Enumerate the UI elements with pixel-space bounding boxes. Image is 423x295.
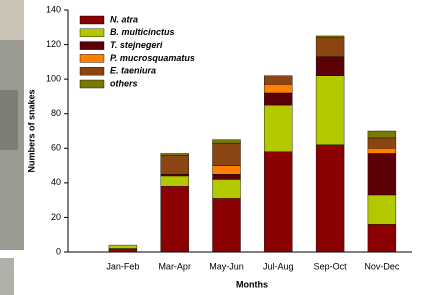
x-tick-label: Sep-Oct: [314, 261, 348, 271]
y-tick-label: 80: [51, 108, 61, 118]
bar-segment: [316, 76, 344, 145]
y-tick-label: 60: [51, 143, 61, 153]
bar-segment: [161, 176, 189, 186]
legend-label: T. stejnegeri: [110, 40, 163, 50]
legend-label: E. taeniura: [110, 66, 156, 76]
bar-segment: [264, 84, 292, 93]
bar-segment: [368, 195, 396, 224]
bar-segment: [213, 179, 241, 198]
y-tick-label: 120: [46, 39, 61, 49]
bar-segment: [368, 224, 396, 252]
legend-swatch: [80, 54, 104, 62]
bar-segment: [213, 140, 241, 143]
bar-segment: [264, 76, 292, 85]
legend-label: B. multicinctus: [110, 27, 175, 37]
bar-segment: [161, 186, 189, 252]
legend-label: others: [110, 78, 138, 88]
x-tick-label: Jul-Aug: [263, 261, 294, 271]
bar-segment: [213, 143, 241, 165]
legend-label: P. mucrosquamatus: [110, 53, 195, 63]
bar-segment: [161, 155, 189, 174]
y-tick-label: 0: [56, 246, 61, 256]
photo-strip: [0, 258, 14, 295]
bar-segment: [264, 152, 292, 252]
chart: Numbers of snakes Months 0 20 40 60 80 100 120…: [0, 0, 423, 295]
bar-segment: [213, 198, 241, 252]
photo-strip: [0, 90, 18, 150]
bar-segment: [316, 38, 344, 57]
bar-segment: [368, 153, 396, 194]
y-tick-label: 20: [51, 212, 61, 222]
legend-swatch: [80, 29, 104, 37]
bar-segment: [316, 145, 344, 252]
bar-segment: [316, 57, 344, 76]
bar-segment: [368, 131, 396, 138]
x-tick-label: May-Jun: [209, 261, 244, 271]
bar-segment: [316, 36, 344, 38]
bar-segment: [368, 148, 396, 153]
bar-segment: [264, 93, 292, 105]
photo-strip: [0, 0, 24, 40]
y-tick-label: 140: [46, 4, 61, 14]
y-axis-label: Numbers of snakes: [26, 89, 36, 172]
y-tick-label: 40: [51, 177, 61, 187]
legend-swatch: [80, 42, 104, 50]
bar-segment: [368, 138, 396, 148]
y-tick-label: 100: [46, 74, 61, 84]
legend-swatch: [80, 16, 104, 24]
x-axis-label: Months: [236, 279, 268, 289]
legend-label: N. atra: [110, 14, 138, 24]
legend-swatch: [80, 67, 104, 75]
bar-segment: [161, 174, 189, 176]
bar-segment: [161, 153, 189, 155]
x-tick-label: Nov-Dec: [364, 261, 400, 271]
bar-segment: [109, 245, 137, 248]
bar-segment: [213, 166, 241, 175]
bar-segment: [264, 105, 292, 152]
x-tick-label: Jan-Feb: [106, 261, 139, 271]
x-tick-label: Mar-Apr: [158, 261, 191, 271]
bar-segment: [109, 249, 137, 252]
bar-segment: [213, 174, 241, 179]
legend-swatch: [80, 80, 104, 88]
